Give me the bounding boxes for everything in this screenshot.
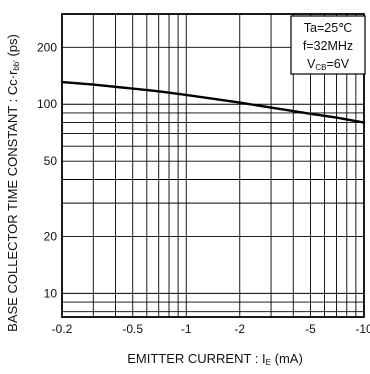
y-tick-label: 10 — [44, 286, 58, 300]
y-tick-labels: 10 20 50 100 200 — [37, 40, 57, 300]
series-layer — [60, 80, 366, 124]
x-axis-title: EMITTER CURRENT : IE (mA) — [127, 351, 303, 367]
condition-ta: Ta=25℃ — [304, 21, 352, 35]
x-tick-labels: -0.2 -0.5 -1 -2 -5 -10 — [52, 322, 370, 336]
condition-vcb-sub: CB — [315, 63, 326, 72]
plot-frame — [61, 13, 365, 318]
x-axis-title-main: EMITTER CURRENT : I — [127, 351, 265, 366]
y-tick-label: 20 — [44, 229, 58, 243]
condition-frequency: f=32MHz — [303, 39, 353, 53]
y-tick-label: 50 — [44, 154, 58, 168]
y-tick-label: 200 — [37, 40, 57, 54]
x-tick-label: -0.5 — [122, 322, 143, 336]
y-tick-label: 100 — [37, 97, 57, 111]
x-axis-title-unit: (mA) — [271, 351, 303, 366]
y-axis-title-sub: bb' — [12, 60, 21, 71]
x-axis-title-sub: E — [266, 358, 271, 367]
x-tick-label: -5 — [305, 322, 316, 336]
condition-vcb-main: V — [307, 57, 316, 71]
condition-vcb: VCB=6V — [307, 57, 350, 72]
y-axis-title: BASE COLLECTOR TIME CONSTANT : Cc·rbb' (… — [5, 34, 21, 332]
condition-vcb-value: =6V — [326, 57, 349, 71]
conditions-box-border — [290, 15, 366, 75]
conditions-box: Ta=25℃ f=32MHz VCB=6V — [290, 15, 366, 75]
x-tick-label: -10 — [355, 322, 370, 336]
x-tick-label: -0.2 — [52, 322, 73, 336]
x-tick-label: -2 — [234, 322, 245, 336]
y-axis-title-main: BASE COLLECTOR TIME CONSTANT : Cc·r — [5, 70, 20, 332]
series-line — [60, 80, 366, 124]
y-axis-title-unit: (ps) — [5, 34, 20, 60]
x-tick-label: -1 — [181, 322, 192, 336]
